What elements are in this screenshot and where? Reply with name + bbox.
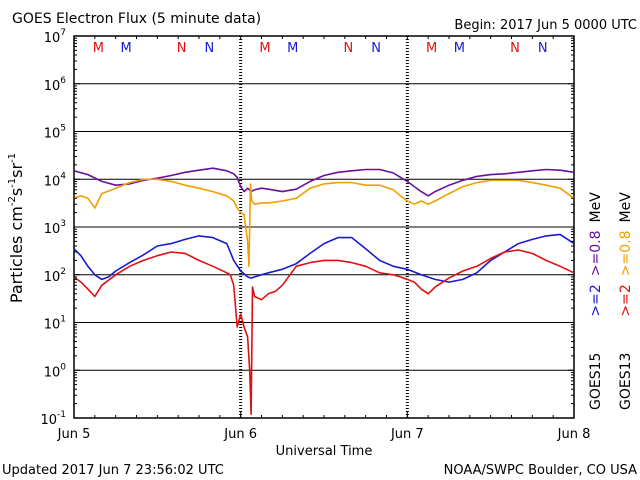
legend-goes13-name: GOES13 [618, 353, 634, 410]
x-tick-label: Jun 8 [557, 427, 591, 442]
y-tick-label: 107 [44, 28, 66, 46]
marker-label: M [426, 41, 437, 56]
series-line [73, 249, 575, 416]
series-lines [73, 167, 575, 416]
y-axis-sup-1: -2 [7, 196, 18, 206]
series-line [73, 178, 575, 268]
marker-label: N [177, 41, 187, 56]
y-tick-label: 101 [44, 315, 66, 333]
legend-goes15-ge08: >=0.8 [588, 230, 604, 276]
x-tick-label: Jun 5 [57, 427, 91, 442]
marker-label: M [287, 41, 298, 56]
x-tick-label: Jun 6 [223, 427, 257, 442]
legend-goes13: GOES13 >=2 >=0.8 MeV [618, 192, 634, 410]
y-tick-label: 102 [44, 267, 66, 285]
legend-goes15-text: GOES15 >=2 >=0.8 MeV [588, 192, 604, 410]
y-axis-sup-2: -1 [7, 178, 18, 188]
legend-goes13-ge08: >=0.8 [618, 230, 634, 276]
marker-label: M [454, 41, 465, 56]
y-axis-label-text: Particles cm [7, 206, 26, 303]
series-line [73, 233, 575, 283]
x-axis-label: Universal Time [276, 444, 373, 459]
legend-goes15-unit: MeV [588, 192, 604, 223]
y-tick-label: 106 [44, 76, 67, 94]
legend-goes13-unit: MeV [618, 192, 634, 223]
gridlines [74, 83, 574, 371]
y-axis-ticks: 107 106 105 104 103 102 101 100 10-1 [40, 28, 574, 428]
marker-label: N [205, 41, 215, 56]
marker-label: N [343, 41, 353, 56]
day-separators [239, 36, 409, 418]
y-axis-sr: sr [7, 163, 26, 178]
y-tick-label: 100 [44, 362, 67, 380]
credit-text: NOAA/SWPC Boulder, CO USA [444, 463, 637, 478]
marker-label: N [371, 41, 381, 56]
chart-title: GOES Electron Flux (5 minute data) [12, 11, 261, 27]
begin-date: Begin: 2017 Jun 5 0000 UTC [454, 18, 637, 33]
legend-goes15-ge2: >=2 [588, 284, 604, 316]
x-axis-ticks: Jun 5 Jun 6 Jun 7 Jun 8 [57, 36, 591, 442]
marker-label: M [93, 41, 104, 56]
y-tick-label: 10-1 [40, 410, 66, 428]
marker-label: N [538, 41, 548, 56]
marker-label: M [259, 41, 270, 56]
updated-timestamp: Updated 2017 Jun 7 23:56:02 UTC [2, 463, 224, 478]
marker-label: N [510, 41, 520, 56]
y-axis-sup-3: -1 [7, 153, 18, 163]
legend-goes13-ge2: >=2 [618, 284, 634, 316]
y-tick-label: 105 [44, 124, 66, 142]
legend-goes13-text: GOES13 >=2 >=0.8 MeV [618, 192, 634, 410]
y-axis-s: s [7, 188, 26, 196]
y-axis-label: Particles cm-2s-1sr-1 [7, 153, 26, 303]
y-tick-label: 103 [44, 219, 66, 237]
legend-goes15: GOES15 >=2 >=0.8 MeV [588, 192, 604, 410]
marker-label: M [120, 41, 131, 56]
legend-goes15-name: GOES15 [588, 353, 604, 410]
y-tick-label: 104 [44, 171, 67, 189]
x-tick-label: Jun 7 [390, 427, 424, 442]
series-line [73, 167, 575, 197]
